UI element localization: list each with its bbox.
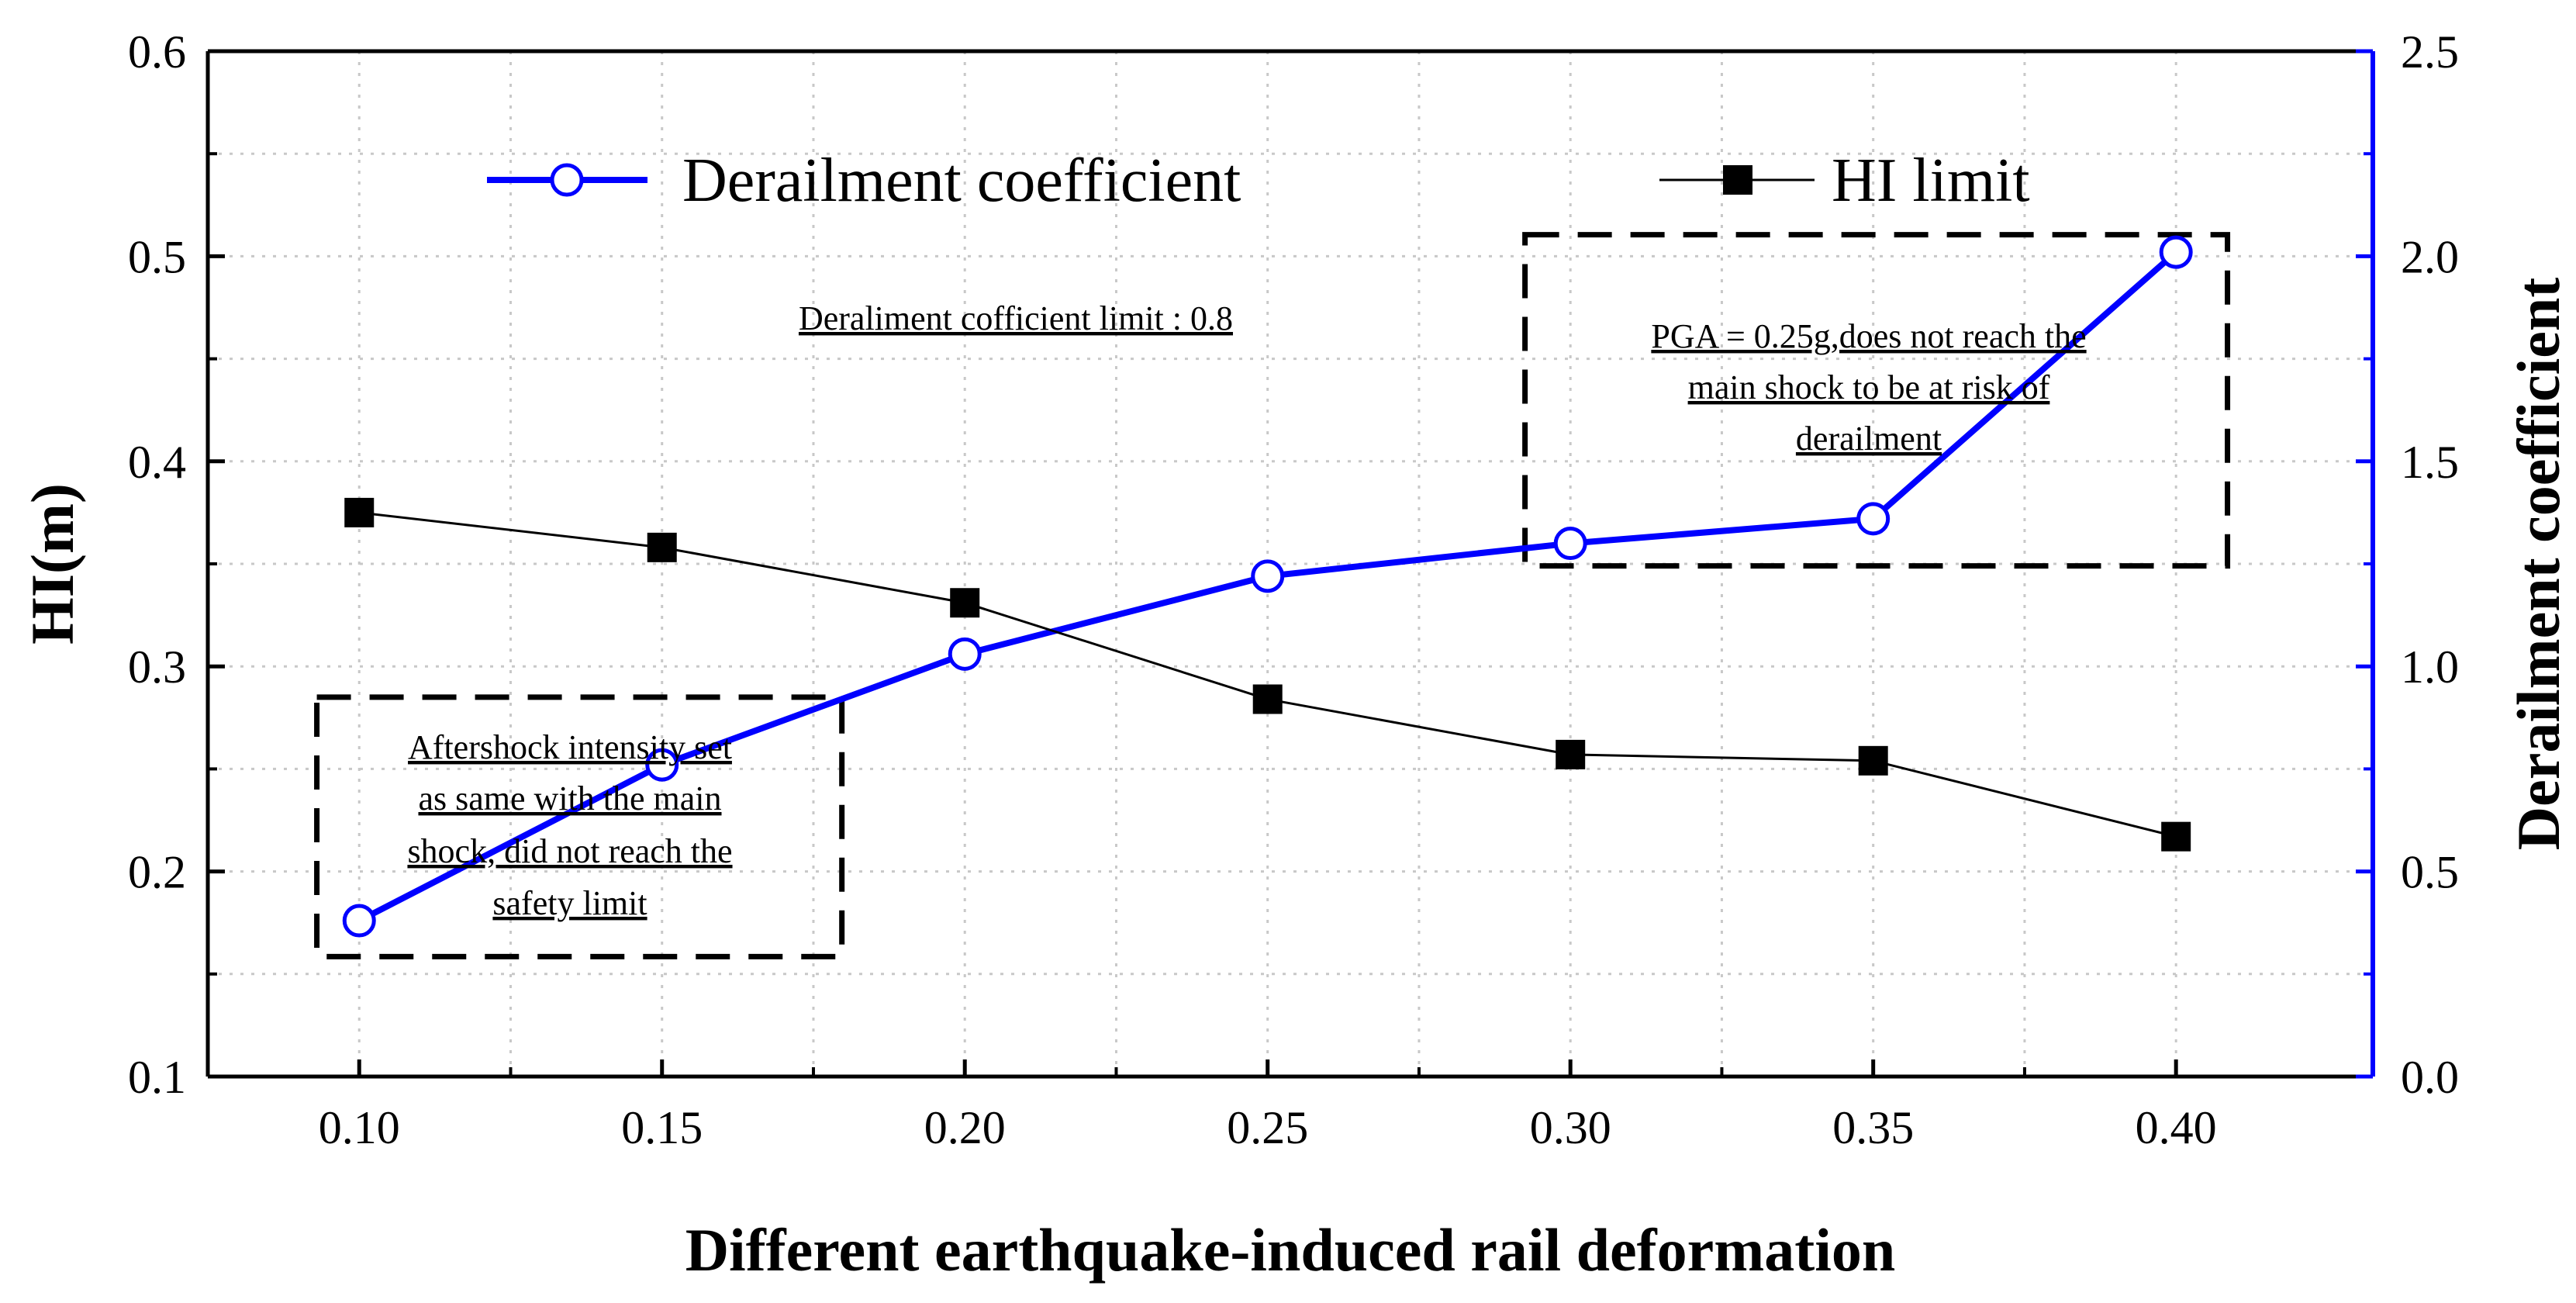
y-right-tick-label: 1.0 <box>2401 641 2459 693</box>
aftershock-box <box>314 694 845 959</box>
y-axis-right-title: Derailment coefficient <box>2505 278 2572 851</box>
x-axis-title: Different earthquake-induced rail deform… <box>685 1216 1896 1284</box>
pga-box <box>1522 232 2231 569</box>
x-tick-label: 0.15 <box>621 1102 703 1153</box>
data-point-hi-limit <box>2161 821 2191 852</box>
y-right-tick-label: 2.0 <box>2401 231 2459 282</box>
y-left-tick-label: 0.4 <box>128 437 186 488</box>
legend-label-derailment-coefficient: Derailment coefficient <box>682 147 1241 215</box>
data-point-derailment-coefficient <box>2159 235 2193 269</box>
legend-marker-derailment-coefficient <box>550 163 584 197</box>
y-axis-left-title: HI(m) <box>19 483 86 645</box>
data-point-hi-limit <box>647 532 677 562</box>
data-point-derailment-coefficient <box>1553 527 1587 561</box>
data-point-derailment-coefficient <box>948 637 982 671</box>
data-point-hi-limit <box>1858 745 1888 776</box>
data-point-hi-limit <box>950 588 980 618</box>
data-point-derailment-coefficient <box>342 904 376 938</box>
x-tick-label: 0.20 <box>924 1102 1006 1153</box>
pga-annotation-line: main shock to be at risk of <box>1688 368 2050 406</box>
aftershock-annotation-line: as same with the main <box>418 779 721 817</box>
y-left-tick-label: 0.6 <box>128 26 186 78</box>
data-point-hi-limit <box>1556 739 1586 769</box>
legend-label-hi-limit: HI limit <box>1832 147 2030 215</box>
aftershock-annotation-line: safety limit <box>492 884 647 922</box>
derailment-limit-annotation: Deraliment cofficient limit : 0.8 <box>799 299 1233 337</box>
y-left-tick-label: 0.1 <box>128 1052 186 1103</box>
pga-annotation-line: derailment <box>1796 420 1942 458</box>
y-left-tick-label: 0.5 <box>128 231 186 282</box>
x-tick-label: 0.10 <box>319 1102 400 1153</box>
axes: 0.1 0.2 0.3 0.4 0.5 0.6 0.0 0.5 1.0 1.5 2.0 2.5 0.10… <box>128 26 2459 1153</box>
x-tick-label: 0.40 <box>2136 1102 2217 1153</box>
data-point-hi-limit <box>344 497 375 527</box>
series-layer <box>342 235 2193 938</box>
y-right-tick-label: 0.0 <box>2401 1052 2459 1103</box>
y-right-tick-label: 2.5 <box>2401 26 2459 78</box>
pga-annotation-line: PGA = 0.25g,does not reach the <box>1651 317 2086 355</box>
y-right-tick-label: 0.5 <box>2401 847 2459 898</box>
y-left-tick-label: 0.2 <box>128 847 186 898</box>
legend-marker-hi-limit <box>1723 165 1752 195</box>
x-tick-label: 0.30 <box>1530 1102 1611 1153</box>
x-tick-label: 0.35 <box>1832 1102 1914 1153</box>
aftershock-annotation-line: Aftershock intensity set <box>408 728 732 766</box>
data-point-derailment-coefficient <box>1251 559 1285 593</box>
y-right-tick-label: 1.5 <box>2401 437 2459 488</box>
annotation-boxes <box>314 232 2231 959</box>
data-point-derailment-coefficient <box>1856 502 1891 536</box>
x-tick-label: 0.25 <box>1227 1102 1308 1153</box>
chart-text: Different earthquake-induced rail deform… <box>19 278 2572 1284</box>
data-point-derailment-coefficient <box>645 748 679 782</box>
aftershock-annotation-line: shock, did not reach the <box>407 832 732 870</box>
legend: Derailment coefficient HI limit <box>487 147 2030 215</box>
y-left-tick-label: 0.3 <box>128 641 186 693</box>
data-point-hi-limit <box>1252 684 1283 714</box>
